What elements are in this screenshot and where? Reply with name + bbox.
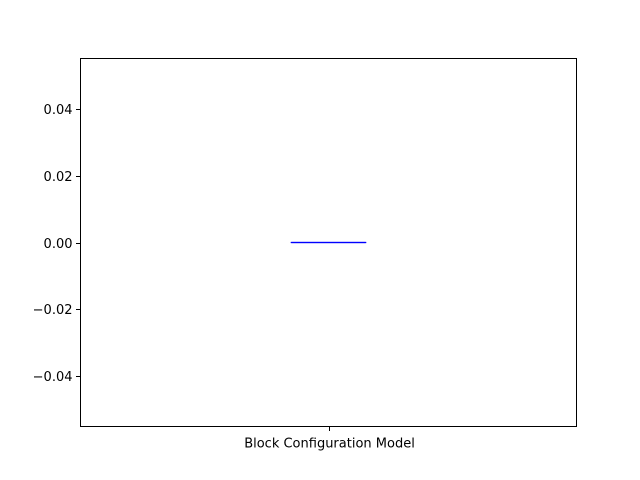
x-axis: Block Configuration Model xyxy=(244,426,415,452)
y-tick-label: 0.00 xyxy=(44,237,73,252)
y-tick-label: 0.02 xyxy=(44,170,73,185)
x-tick-label: Block Configuration Model xyxy=(244,437,415,452)
y-tick-label: −0.02 xyxy=(33,303,73,318)
y-tick-label: −0.04 xyxy=(33,370,73,385)
y-axis: −0.04 −0.02 0.00 0.02 0.04 xyxy=(33,103,81,385)
y-tick-label: 0.04 xyxy=(44,103,73,118)
